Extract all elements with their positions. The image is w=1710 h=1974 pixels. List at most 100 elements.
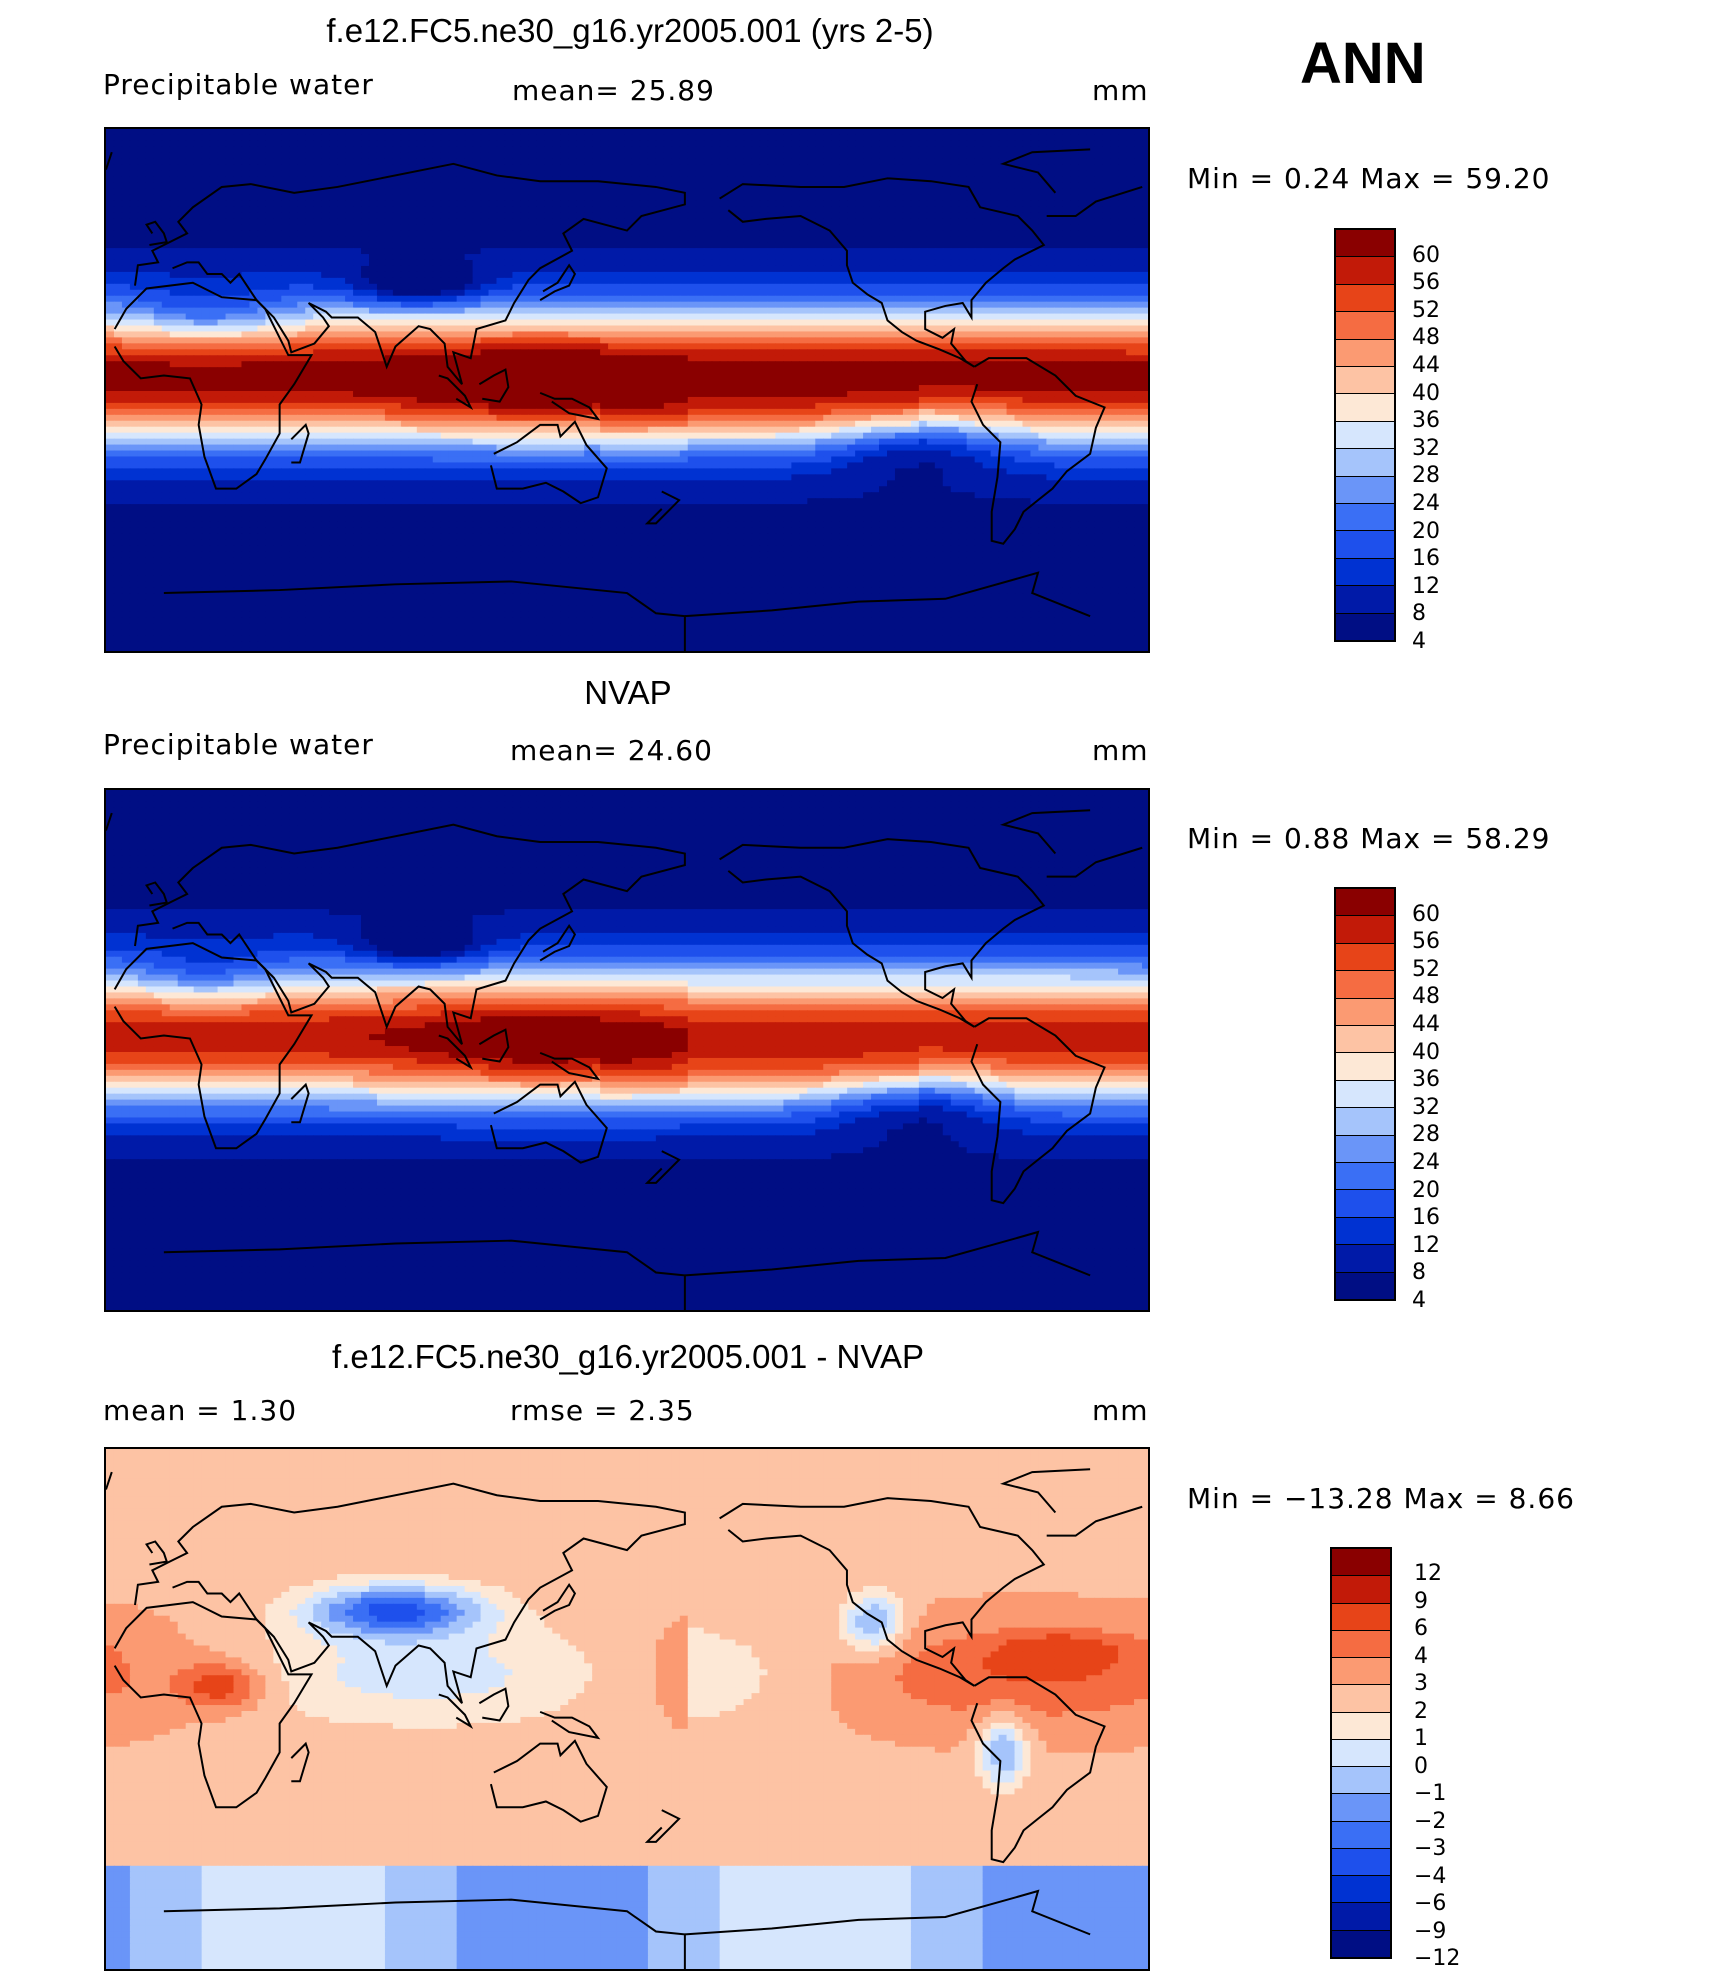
- colorbar-tick-label: 12: [1412, 1233, 1440, 1258]
- coastline: [1000, 148, 1091, 194]
- colorbar-tick-label: 0: [1414, 1754, 1428, 1779]
- coastline: [113, 281, 314, 490]
- colorbar-box: [1336, 998, 1394, 1027]
- colorbar-tick-label: −6: [1414, 1891, 1446, 1916]
- colorbar-tick-label: 20: [1412, 1178, 1440, 1203]
- coastline: [1046, 186, 1143, 218]
- colorbar-box: [1332, 1767, 1390, 1795]
- panel-1-mean-label: mean= 25.89: [512, 74, 715, 107]
- colorbar-box: [1336, 284, 1394, 313]
- coastline: [438, 374, 474, 410]
- coastline: [970, 1676, 1106, 1864]
- panel-2-mean-label: mean= 24.60: [510, 734, 713, 767]
- colorbar-tick-label: 4: [1412, 1288, 1426, 1313]
- colorbar-box: [1332, 1794, 1390, 1822]
- coastline: [539, 1710, 601, 1740]
- coastline: [489, 1080, 608, 1164]
- colorbar-tick-label: 52: [1412, 298, 1440, 323]
- colorbar-tick-label: −3: [1414, 1836, 1446, 1861]
- coastline: [970, 1017, 1106, 1205]
- colorbar-tick-label: −9: [1414, 1919, 1446, 1944]
- field-shading: [106, 1449, 1148, 1969]
- colorbar-box: [1336, 421, 1394, 450]
- coastline: [290, 1741, 310, 1783]
- coastline: [644, 1809, 681, 1843]
- colorbar-box: [1336, 1163, 1394, 1191]
- colorbar-tick-label: −4: [1414, 1864, 1446, 1889]
- coastline: [539, 923, 577, 962]
- colorbar-tick-label: 20: [1412, 519, 1440, 544]
- colorbar-box: [1336, 230, 1394, 258]
- colorbar-box: [1336, 943, 1394, 972]
- colorbar-box: [1336, 339, 1394, 368]
- coastline: [134, 1482, 686, 1704]
- panel-1-map: [104, 127, 1150, 653]
- coastline: [106, 1471, 113, 1490]
- colorbar-box: [1336, 504, 1394, 532]
- panel-3-map: [104, 1447, 1150, 1971]
- panel-1-colorbar: [1334, 228, 1396, 642]
- panel-2-colorbar: [1334, 887, 1396, 1301]
- colorbar-tick-label: 9: [1414, 1589, 1428, 1614]
- coastline: [144, 881, 169, 907]
- colorbar-box: [1336, 1108, 1394, 1136]
- coastline: [163, 580, 686, 651]
- coastline: [1046, 846, 1143, 878]
- panel-2-units-label: mm: [1092, 734, 1149, 767]
- colorbar-tick-label: 28: [1412, 463, 1440, 488]
- panel-2-minmax: Min = 0.88 Max = 58.29: [1187, 822, 1551, 855]
- coastline: [438, 1034, 474, 1070]
- coastline: [539, 1051, 601, 1081]
- colorbar-tick-label: 4: [1412, 629, 1426, 654]
- panel-1-variable-label: Precipitable water: [103, 68, 374, 101]
- coastline: [134, 823, 686, 1045]
- colorbar-tick-label: 60: [1412, 243, 1440, 268]
- colorbar-tick-label: 44: [1412, 1012, 1440, 1037]
- coastline: [539, 391, 601, 421]
- coastline: [144, 220, 169, 246]
- panel-1-map-svg: [106, 129, 1148, 651]
- colorbar-tick-label: 12: [1414, 1561, 1442, 1586]
- colorbar-box: [1332, 1903, 1390, 1931]
- coastline: [684, 1889, 1091, 1936]
- coastline: [1046, 1505, 1143, 1537]
- coastline: [163, 1239, 686, 1310]
- colorbar-box: [1336, 1053, 1394, 1081]
- colorbar-tick-label: 24: [1412, 1150, 1440, 1175]
- coastline: [113, 942, 314, 1150]
- coastline: [1000, 809, 1091, 855]
- colorbar-tick-label: 40: [1412, 381, 1440, 406]
- colorbar-box: [1332, 1658, 1390, 1686]
- colorbar-box: [1332, 1576, 1390, 1604]
- colorbar-box: [1336, 558, 1394, 587]
- coastline: [1000, 1468, 1091, 1514]
- field-shading: [106, 129, 1148, 651]
- coastline: [290, 422, 310, 464]
- colorbar-tick-label: −2: [1414, 1809, 1446, 1834]
- colorbar-box: [1336, 1135, 1394, 1164]
- panel-1-colorbar-labels: 60 56 52 48 44 40 36 32 28 24 20 16 12 8 4: [1412, 228, 1492, 654]
- colorbar-box: [1332, 1549, 1390, 1577]
- panel-1-units-label: mm: [1092, 74, 1149, 107]
- panel-1-title: f.e12.FC5.ne30_g16.yr2005.001 (yrs 2-5): [0, 12, 1260, 50]
- colorbar-tick-label: 56: [1412, 270, 1440, 295]
- coastline: [539, 1582, 577, 1621]
- colorbar-box: [1336, 367, 1394, 395]
- colorbar-tick-label: 36: [1412, 1067, 1440, 1092]
- colorbar-box: [1336, 1272, 1394, 1300]
- colorbar-box: [1336, 394, 1394, 422]
- colorbar-tick-label: 8: [1412, 601, 1426, 626]
- colorbar-box: [1332, 1930, 1390, 1957]
- colorbar-tick-label: 32: [1412, 1095, 1440, 1120]
- colorbar-tick-label: 3: [1414, 1671, 1428, 1696]
- field-shading: [106, 790, 1148, 1310]
- coastline: [113, 1601, 314, 1809]
- coastline: [106, 812, 113, 831]
- colorbar-box: [1336, 257, 1394, 285]
- coastline: [144, 1540, 169, 1566]
- colorbar-tick-label: 28: [1412, 1122, 1440, 1147]
- coastline: [478, 1687, 510, 1722]
- colorbar-tick-label: 40: [1412, 1040, 1440, 1065]
- colorbar-tick-label: −1: [1414, 1781, 1446, 1806]
- colorbar-tick-label: −12: [1414, 1946, 1460, 1971]
